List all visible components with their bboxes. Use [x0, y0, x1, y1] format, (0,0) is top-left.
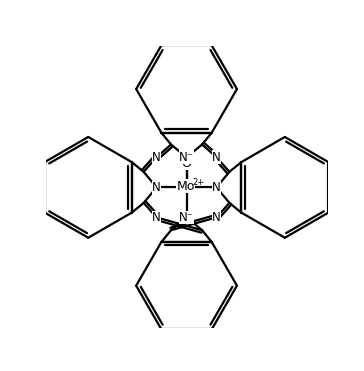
- Text: N⁻: N⁻: [179, 211, 194, 224]
- Text: N⁻: N⁻: [179, 151, 194, 164]
- Text: N: N: [152, 211, 161, 224]
- Text: O: O: [182, 157, 191, 170]
- Text: N: N: [212, 211, 221, 224]
- Text: 2+: 2+: [193, 178, 205, 187]
- Text: N: N: [212, 151, 221, 164]
- Text: N: N: [152, 151, 161, 164]
- Text: N: N: [212, 181, 221, 194]
- Text: N: N: [152, 181, 161, 194]
- Text: Mo: Mo: [177, 180, 195, 193]
